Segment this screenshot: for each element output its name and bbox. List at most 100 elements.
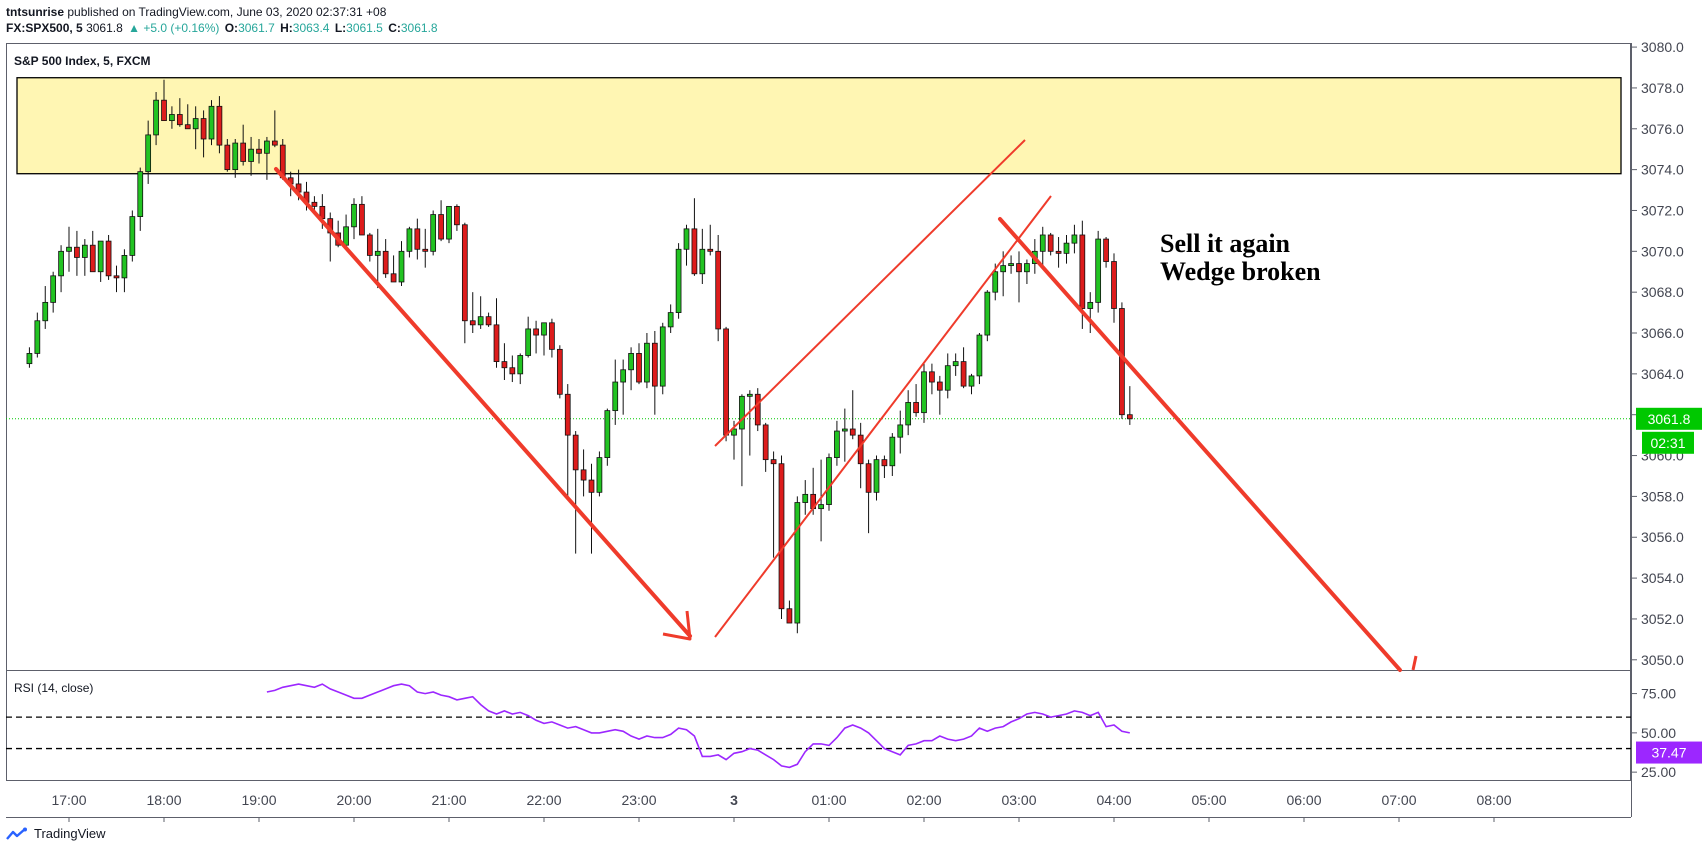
candle-body [770, 459, 777, 465]
candle [849, 390, 856, 440]
open-label: O: [224, 21, 239, 35]
candle-body [121, 255, 128, 279]
rsi-title: RSI (14, close) [14, 681, 93, 695]
candle [699, 228, 706, 284]
candle-series[interactable] [26, 79, 1133, 634]
candle [913, 384, 919, 417]
candle [97, 240, 104, 282]
candle-body [422, 248, 429, 252]
candle [628, 347, 634, 391]
candle-body [509, 367, 516, 375]
candle-body [659, 326, 666, 387]
candle-body [200, 118, 207, 140]
candle [256, 138, 262, 164]
candle [525, 316, 532, 358]
time-tick-label: 02:00 [906, 792, 941, 808]
candle [359, 196, 365, 236]
candle [968, 373, 975, 395]
candle [224, 138, 231, 172]
price-tick-label: 3070.0 [1641, 243, 1684, 259]
time-axis[interactable]: 17:00 18:00 19:00 20:00 21:00 22:00 23:00 3 01:0… [51, 792, 1512, 822]
downtrend-arrow-line[interactable] [274, 167, 692, 638]
candle-body [1111, 261, 1117, 309]
candle [857, 422, 864, 489]
candle-body [1039, 234, 1046, 252]
price-tick-label: 3074.0 [1641, 162, 1684, 178]
candle-body [786, 608, 793, 624]
candle-body [454, 205, 460, 226]
candle-body [952, 361, 959, 367]
candle [794, 496, 801, 634]
candle-body [169, 114, 175, 122]
candle-body [841, 428, 848, 432]
rsi-value-tag [1636, 741, 1702, 764]
candle-body [343, 226, 349, 246]
candle-body [944, 365, 951, 391]
candle-body [913, 402, 919, 414]
candle-body [525, 328, 532, 356]
candle-body [549, 322, 555, 350]
candle [936, 375, 943, 415]
candle-body [74, 246, 80, 258]
candle [873, 455, 880, 501]
candle-body [723, 328, 729, 436]
author-name[interactable]: tntsunrise [6, 5, 65, 19]
candle-body [26, 353, 33, 365]
candle-body [1024, 263, 1030, 273]
projection-arrow-line[interactable] [998, 217, 1402, 672]
candle [200, 110, 207, 158]
candle [129, 210, 136, 262]
open-value: 3061.7 [238, 21, 275, 35]
candle-body [1079, 234, 1086, 309]
price-axis[interactable]: 3050.03052.03054.03056.03058.03060.03062… [1631, 39, 1684, 668]
wedge-lower-line[interactable] [714, 195, 1052, 638]
projection-arrow-head[interactable] [1411, 655, 1418, 671]
candle [137, 167, 144, 231]
candle [461, 222, 468, 344]
rsi-axis[interactable]: 25.00 50.00 75.00 [1631, 686, 1676, 781]
candle [1103, 237, 1109, 268]
candle [169, 106, 175, 129]
candle-body [216, 105, 223, 146]
candle-body [469, 320, 476, 326]
candle-body [992, 271, 999, 293]
candle [113, 265, 120, 293]
candle [1039, 226, 1046, 266]
candle-body [936, 381, 943, 391]
candle [42, 286, 49, 329]
brand-name[interactable]: TradingView [34, 826, 106, 841]
candle [66, 226, 72, 272]
candle-body [533, 328, 539, 336]
candle [414, 218, 421, 260]
rsi-line [266, 683, 1130, 769]
candle [865, 459, 872, 534]
candle-body [192, 118, 199, 130]
candle [509, 355, 516, 383]
candle [232, 138, 239, 178]
drawing-annotations[interactable]: Sell it again Wedge broken [274, 139, 1418, 672]
candle-body [644, 342, 650, 383]
time-tick-label: 20:00 [336, 792, 371, 808]
downtrend-arrow-head[interactable] [662, 610, 692, 641]
wedge-upper-line[interactable] [714, 139, 1026, 447]
candle-body [438, 214, 444, 240]
resistance-zone[interactable] [16, 77, 1622, 175]
candle [636, 343, 642, 385]
candle [493, 298, 500, 368]
candle-body [984, 291, 991, 336]
candle-body [881, 459, 888, 467]
tradingview-logo-icon[interactable] [6, 827, 28, 841]
candle-body [1126, 414, 1133, 420]
price-tick-label: 3056.0 [1641, 529, 1684, 545]
candle [176, 98, 183, 127]
time-tick-label: 23:00 [621, 792, 656, 808]
candle [161, 79, 167, 122]
candle [723, 326, 729, 442]
candle-body [636, 353, 642, 383]
candle-body [691, 228, 698, 275]
price-tick-label: 3068.0 [1641, 284, 1684, 300]
candle [691, 198, 698, 276]
candle [754, 388, 761, 432]
candle-body [161, 99, 167, 122]
